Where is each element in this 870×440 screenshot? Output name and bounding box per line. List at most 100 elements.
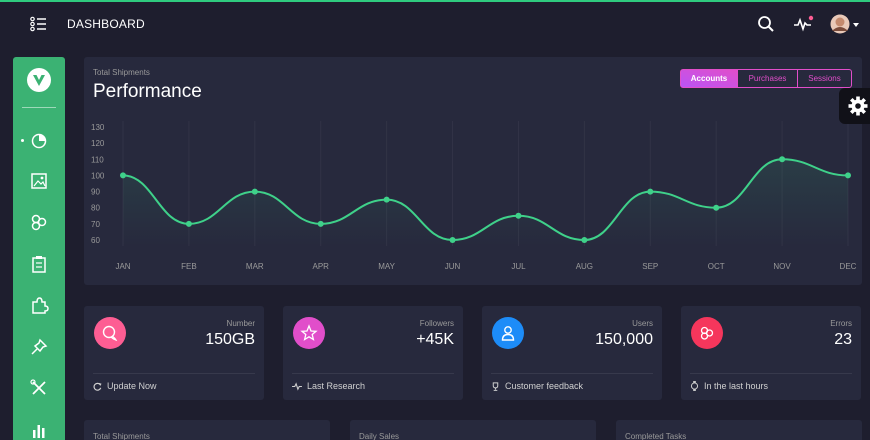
- stat-footer-text: Update Now: [107, 381, 157, 391]
- completed-tasks-card: Completed Tasks: [616, 420, 862, 440]
- data-point[interactable]: [383, 196, 390, 203]
- stat-card-number: Number 150GB Update Now: [84, 306, 264, 400]
- series-area: [123, 159, 848, 246]
- stat-card-followers: Followers +45K Last Research: [283, 306, 463, 400]
- stat-divider: [491, 373, 653, 374]
- stat-footer-text: In the last hours: [704, 381, 769, 391]
- chart-tabs: Accounts Purchases Sessions: [680, 69, 852, 88]
- y-tick-label: 70: [91, 220, 100, 229]
- y-tick-label: 100: [91, 171, 105, 180]
- image-icon[interactable]: [28, 170, 50, 192]
- y-tick-label: 130: [91, 123, 105, 132]
- x-tick-label: MAR: [246, 262, 264, 271]
- data-point[interactable]: [647, 188, 654, 195]
- tab-sessions[interactable]: Sessions: [798, 69, 852, 88]
- data-point[interactable]: [120, 172, 126, 179]
- chart-pie-icon[interactable]: [28, 129, 50, 151]
- card-subtitle: Total Shipments: [93, 432, 150, 440]
- active-indicator: [21, 139, 24, 142]
- puzzle-icon[interactable]: [28, 294, 50, 316]
- star-icon: [293, 317, 325, 349]
- chart-subtitle: Total Shipments: [93, 68, 150, 77]
- data-point[interactable]: [713, 204, 720, 211]
- x-tick-label: AUG: [576, 262, 593, 271]
- y-tick-label: 110: [91, 155, 104, 164]
- stat-card-users: Users 150,000 Customer feedback: [482, 306, 662, 400]
- bar-chart-icon[interactable]: [28, 419, 50, 440]
- x-tick-label: JUL: [511, 262, 526, 271]
- x-tick-label: APR: [313, 262, 330, 271]
- total-shipments-card: Total Shipments: [84, 420, 330, 440]
- tab-accounts[interactable]: Accounts: [680, 69, 738, 88]
- data-point[interactable]: [779, 156, 786, 163]
- data-point[interactable]: [185, 220, 192, 227]
- series-line: [122, 158, 849, 242]
- navbar: DASHBOARD: [0, 2, 870, 46]
- tools-icon[interactable]: [28, 377, 50, 399]
- stat-value: 150,000: [595, 331, 653, 348]
- data-point[interactable]: [251, 188, 258, 195]
- sidebar-divider: [22, 107, 56, 108]
- pin-icon[interactable]: [28, 336, 50, 358]
- user-icon: [492, 317, 524, 349]
- stat-label: Users: [632, 319, 653, 328]
- data-point[interactable]: [845, 172, 851, 179]
- x-tick-label: JAN: [115, 262, 130, 271]
- y-tick-label: 80: [91, 204, 100, 213]
- card-subtitle: Daily Sales: [359, 432, 400, 440]
- watch-icon: [690, 381, 699, 391]
- notification-pulse-icon[interactable]: [793, 14, 815, 34]
- stat-label: Errors: [830, 319, 852, 328]
- x-tick-label: MAY: [378, 262, 395, 271]
- x-tick-label: FEB: [181, 262, 197, 271]
- stat-divider: [292, 373, 454, 374]
- stat-footer-text: Customer feedback: [505, 381, 584, 391]
- data-point[interactable]: [515, 212, 522, 219]
- chat-icon: [94, 317, 126, 349]
- stat-footer[interactable]: Last Research: [292, 381, 365, 391]
- stat-value: +45K: [416, 331, 454, 348]
- x-tick-label: OCT: [708, 262, 725, 271]
- x-tick-label: DEC: [840, 262, 857, 271]
- stat-label: Followers: [419, 319, 454, 328]
- pulse-icon: [292, 381, 302, 391]
- tab-purchases[interactable]: Purchases: [738, 69, 798, 88]
- data-point[interactable]: [449, 237, 456, 243]
- stat-value: 150GB: [205, 331, 255, 348]
- atom-icon: [691, 317, 723, 349]
- stat-footer[interactable]: Customer feedback: [491, 381, 583, 391]
- brand-title[interactable]: DASHBOARD: [67, 17, 145, 31]
- daily-sales-card: Daily Sales: [350, 420, 596, 440]
- performance-chart-card: Total Shipments Performance Accounts Pur…: [84, 57, 862, 285]
- stat-divider: [690, 373, 852, 374]
- settings-gear-icon[interactable]: [839, 88, 870, 124]
- performance-line-chart: JAN FEB MAR APR MAY JUN JUL AUG SEP OCT NOV DEC 60 70…: [91, 121, 857, 271]
- x-tick-label: JUN: [445, 262, 461, 271]
- stat-card-errors: Errors 23 In the last hours: [681, 306, 861, 400]
- clipboard-icon[interactable]: [28, 253, 50, 275]
- refresh-icon: [93, 382, 102, 391]
- trophy-icon: [492, 381, 499, 391]
- data-point[interactable]: [581, 237, 588, 243]
- search-icon[interactable]: [757, 15, 775, 33]
- logo-icon[interactable]: [27, 68, 51, 92]
- y-tick-label: 60: [91, 236, 100, 245]
- list-icon[interactable]: [30, 16, 48, 32]
- stat-divider: [93, 373, 255, 374]
- stat-value: 23: [834, 331, 852, 348]
- data-point[interactable]: [317, 220, 324, 227]
- x-tick-label: NOV: [773, 262, 791, 271]
- stat-footer-text: Last Research: [307, 381, 366, 391]
- card-subtitle: Completed Tasks: [625, 432, 687, 440]
- stat-footer[interactable]: Update Now: [93, 381, 157, 391]
- stat-footer[interactable]: In the last hours: [690, 381, 768, 391]
- atom-icon[interactable]: [28, 211, 50, 233]
- stat-label: Number: [226, 319, 255, 328]
- y-tick-label: 120: [91, 139, 105, 148]
- chart-title: Performance: [93, 81, 202, 102]
- top-accent-line: [0, 0, 870, 2]
- y-tick-label: 90: [91, 188, 100, 197]
- sidebar: [13, 57, 65, 440]
- x-tick-label: SEP: [642, 262, 658, 271]
- avatar[interactable]: [829, 13, 861, 35]
